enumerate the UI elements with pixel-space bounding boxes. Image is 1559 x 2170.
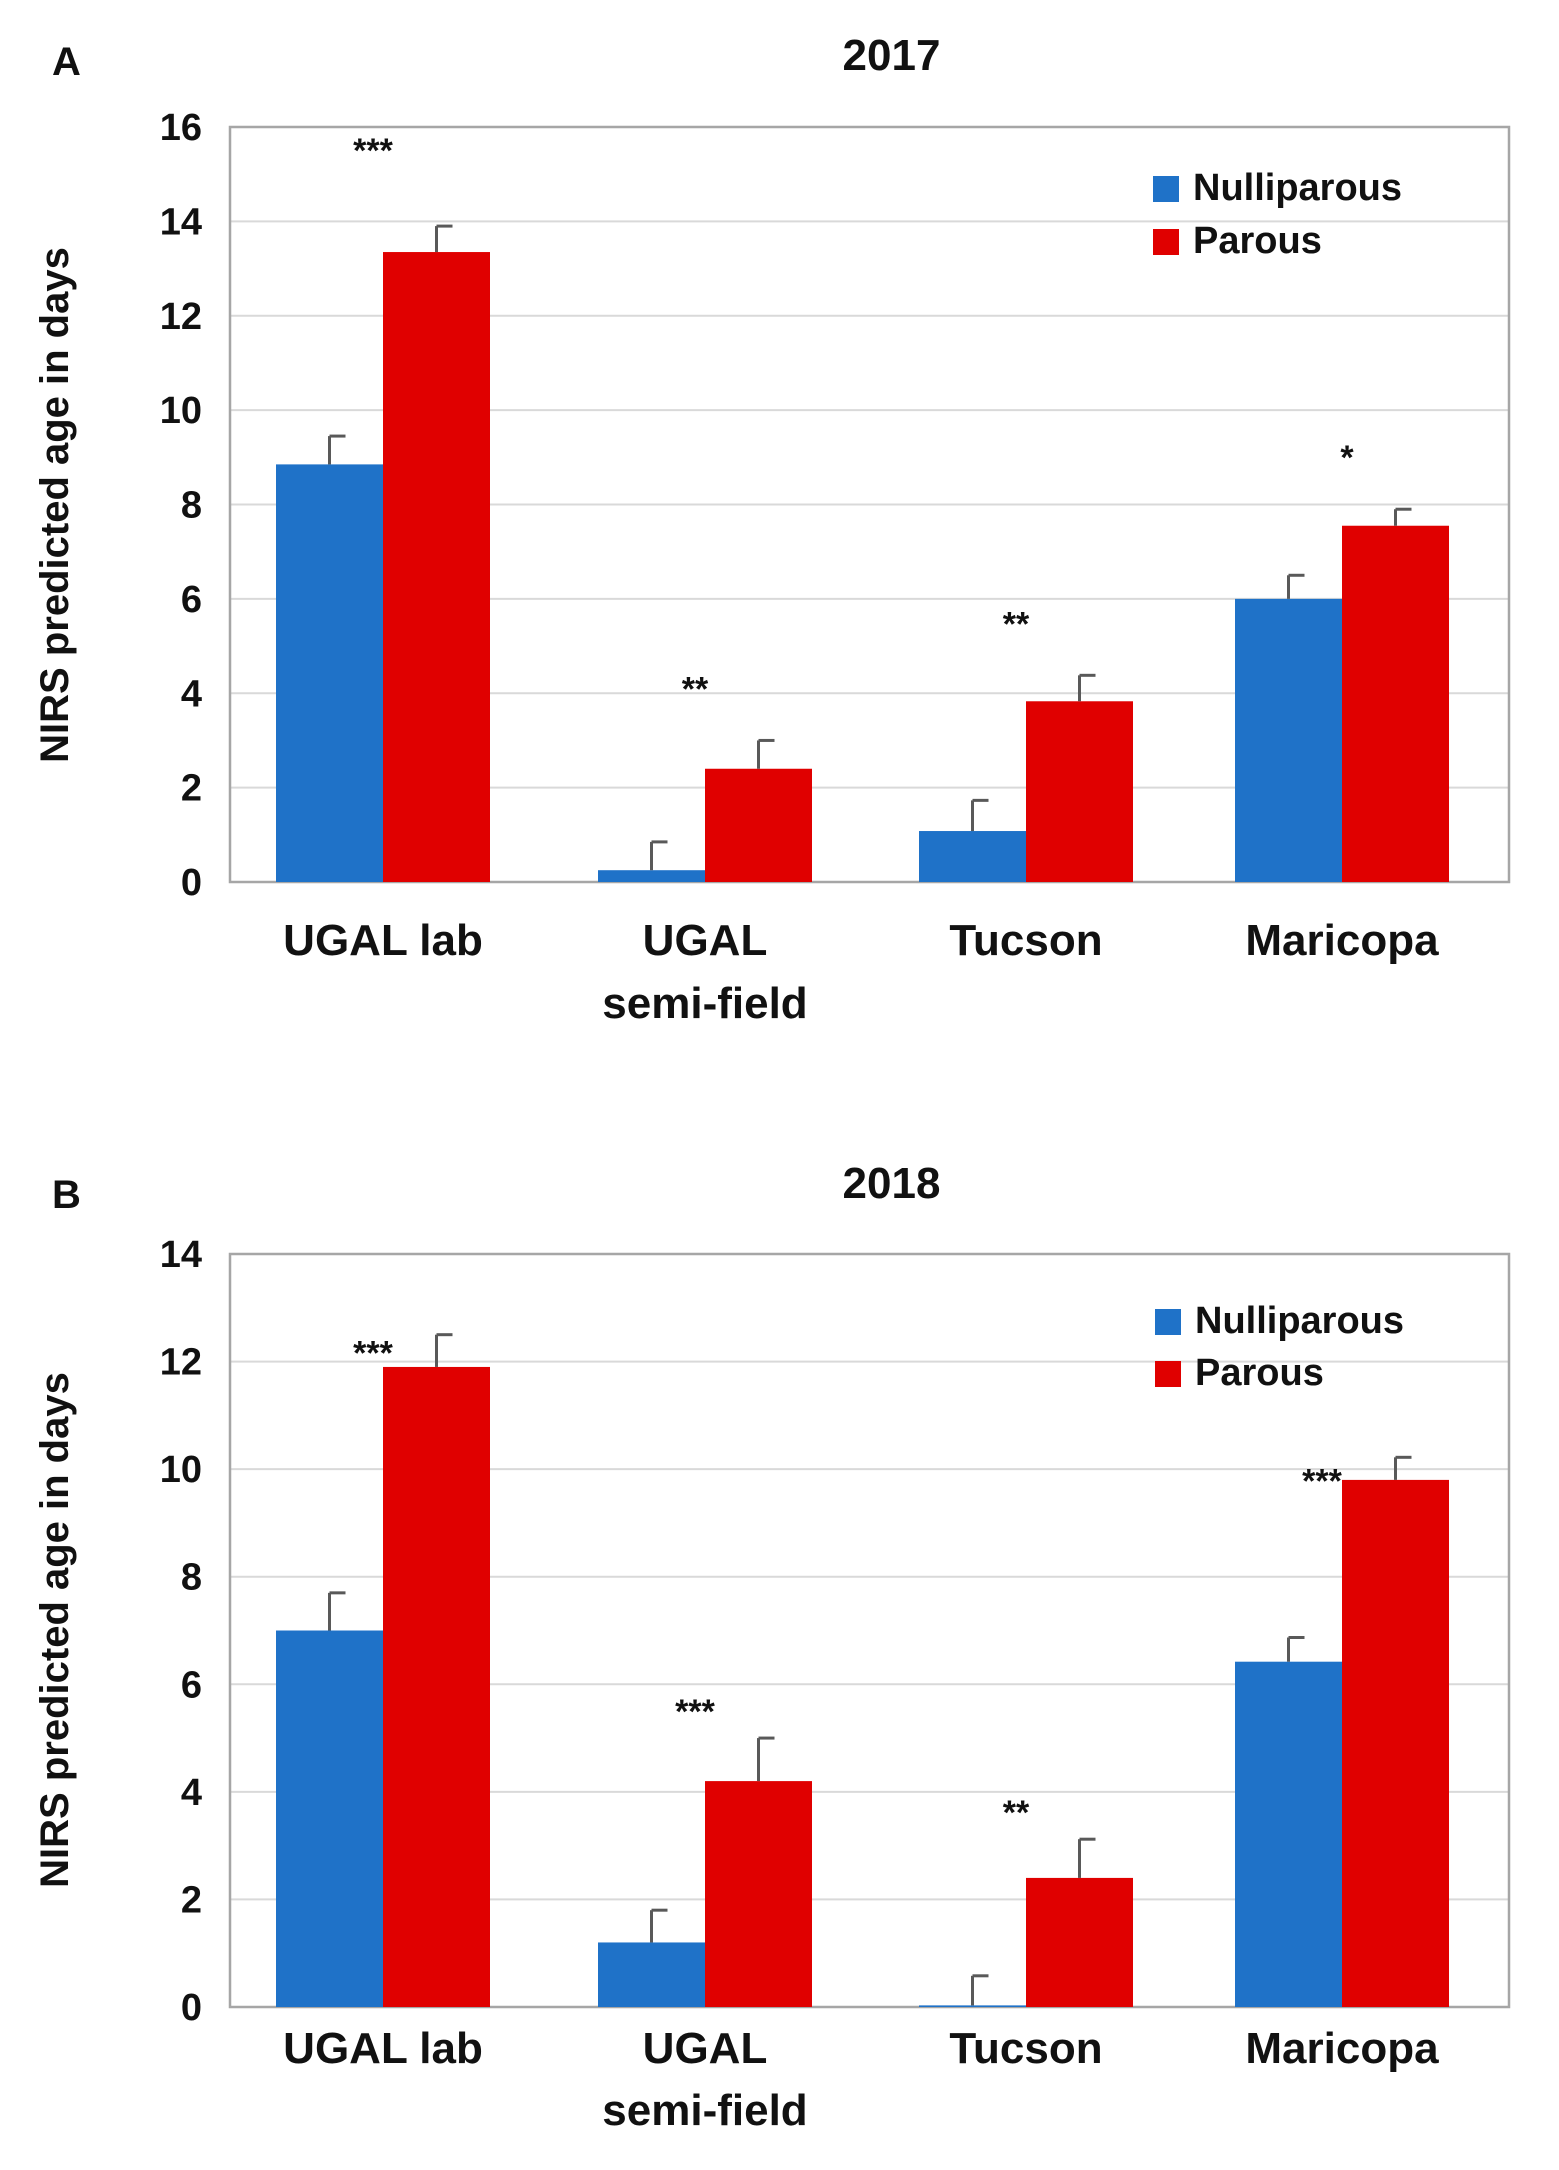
bar-nulliparous-1 bbox=[598, 870, 705, 882]
significance-marker: *** bbox=[675, 1693, 715, 1731]
x-tick-label: UGAL bbox=[643, 2024, 768, 2073]
bar-parous-0 bbox=[383, 1366, 490, 2007]
legend-label-parous: Parous bbox=[1193, 220, 1322, 262]
y-axis-label: NIRS predicted age in days bbox=[33, 247, 77, 763]
x-tick-label: semi-field bbox=[602, 979, 807, 1028]
y-tick-label: 12 bbox=[160, 1342, 202, 1384]
y-tick-label: 4 bbox=[181, 1772, 202, 1814]
bar-nulliparous-0 bbox=[276, 1630, 383, 2007]
x-tick-label: UGAL bbox=[643, 916, 768, 965]
panel-label: A bbox=[52, 40, 81, 84]
x-tick-label: semi-field bbox=[602, 2086, 807, 2135]
chart-title: 2017 bbox=[843, 31, 941, 80]
legend-swatch-nulliparous bbox=[1153, 176, 1179, 202]
legend-swatch-nulliparous bbox=[1155, 1309, 1181, 1335]
legend-swatch-parous bbox=[1155, 1361, 1181, 1387]
panel-label: B bbox=[52, 1173, 81, 1217]
legend-label-parous: Parous bbox=[1195, 1352, 1324, 1394]
bar-parous-3 bbox=[1342, 1479, 1449, 2007]
y-tick-label: 10 bbox=[160, 390, 202, 432]
significance-marker: ** bbox=[1003, 1794, 1030, 1832]
legend-label-nulliparous: Nulliparous bbox=[1193, 167, 1402, 209]
y-tick-label: 8 bbox=[181, 485, 202, 527]
significance-marker: *** bbox=[353, 1335, 393, 1373]
y-tick-label: 8 bbox=[181, 1557, 202, 1599]
y-tick-label: 2 bbox=[181, 768, 202, 810]
y-tick-label: 14 bbox=[160, 1234, 202, 1276]
bar-nulliparous-2 bbox=[919, 831, 1026, 882]
y-tick-label: 12 bbox=[160, 296, 202, 338]
x-tick-label: UGAL lab bbox=[283, 2024, 483, 2073]
chart-title: 2018 bbox=[843, 1159, 941, 1208]
x-tick-label: Maricopa bbox=[1245, 2024, 1439, 2073]
significance-marker: ** bbox=[1003, 605, 1030, 643]
y-tick-label: 6 bbox=[181, 579, 202, 621]
panel-B: B 2018 0 2 4 6 8 10 12 14 NIRS predicted age in da… bbox=[33, 1159, 1511, 2135]
legend: Nulliparous Parous bbox=[1153, 167, 1402, 262]
legend: Nulliparous Parous bbox=[1155, 1300, 1404, 1394]
bar-nulliparous-1 bbox=[598, 1942, 705, 2007]
bar-nulliparous-3 bbox=[1235, 598, 1342, 882]
significance-marker: *** bbox=[1302, 1462, 1342, 1500]
bar-parous-1 bbox=[705, 768, 812, 882]
plot-area bbox=[228, 125, 1511, 884]
y-tick-label: 14 bbox=[160, 201, 202, 243]
bar-parous-3 bbox=[1342, 525, 1449, 882]
x-tick-label: Tucson bbox=[949, 916, 1102, 965]
x-tick-label: UGAL lab bbox=[283, 916, 483, 965]
y-tick-label: 0 bbox=[181, 1987, 202, 2029]
y-tick-label: 0 bbox=[181, 862, 202, 904]
y-tick-label: 4 bbox=[181, 673, 202, 715]
x-tick-label: Maricopa bbox=[1245, 916, 1439, 965]
y-tick-label: 2 bbox=[181, 1879, 202, 1921]
plot-area bbox=[228, 1252, 1511, 2009]
legend-label-nulliparous: Nulliparous bbox=[1195, 1300, 1404, 1342]
bar-parous-2 bbox=[1026, 1877, 1133, 2007]
bar-parous-1 bbox=[705, 1781, 812, 2007]
significance-marker: * bbox=[1340, 439, 1354, 477]
panel-A: A 2017 0 2 4 6 8 10 12 14 16 NIRS predicted age in … bbox=[33, 31, 1511, 1028]
significance-marker: *** bbox=[353, 132, 393, 170]
y-tick-label: 6 bbox=[181, 1664, 202, 1706]
bar-parous-0 bbox=[383, 252, 490, 882]
bar-nulliparous-3 bbox=[1235, 1661, 1342, 2007]
y-tick-label: 10 bbox=[160, 1449, 202, 1491]
x-tick-label: Tucson bbox=[949, 2024, 1102, 2073]
bar-nulliparous-2 bbox=[919, 2005, 1026, 2007]
significance-marker: ** bbox=[682, 670, 709, 708]
y-tick-label: 16 bbox=[160, 107, 202, 149]
legend-swatch-parous bbox=[1153, 229, 1179, 255]
y-axis-label: NIRS predicted age in days bbox=[33, 1372, 77, 1888]
bar-parous-2 bbox=[1026, 701, 1133, 882]
bar-nulliparous-0 bbox=[276, 464, 383, 882]
